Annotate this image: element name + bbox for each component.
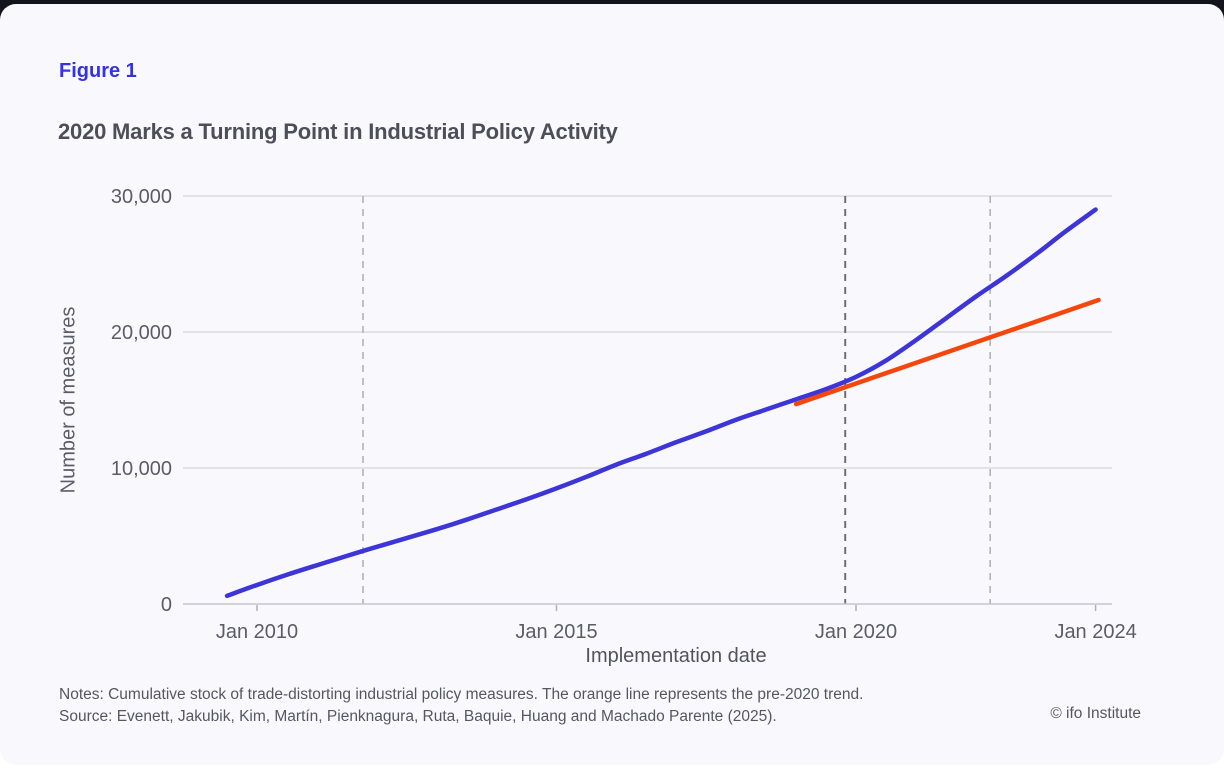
series-line-cumulative-stock	[224, 207, 1098, 599]
y-tick-label: 0	[161, 594, 172, 616]
x-tick-label: Jan 2015	[515, 621, 597, 643]
source-line: Source: Evenett, Jakubik, Kim, Martín, P…	[59, 707, 777, 725]
figure-footnotes: Notes: Cumulative stock of trade-distort…	[59, 684, 863, 727]
figure-title: 2020 Marks a Turning Point in Industrial…	[58, 119, 618, 144]
y-tick-label: 10,000	[111, 458, 172, 480]
figure-label: Figure 1	[59, 60, 137, 82]
copyright-label: © ifo Institute	[1050, 705, 1141, 722]
x-tick-label: Jan 2024	[1054, 621, 1136, 643]
notes-line: Notes: Cumulative stock of trade-distort…	[59, 686, 864, 703]
series-line-pre2020-trend	[793, 297, 1101, 407]
x-tick-label: Jan 2010	[216, 621, 298, 643]
y-tick-label: 30,000	[111, 186, 172, 208]
x-tick-label: Jan 2020	[815, 621, 897, 643]
x-axis-title: Implementation date	[585, 645, 767, 667]
figure-card	[0, 4, 1224, 765]
y-axis-title: Number of measures	[57, 306, 80, 494]
y-tick-label: 20,000	[111, 322, 172, 344]
